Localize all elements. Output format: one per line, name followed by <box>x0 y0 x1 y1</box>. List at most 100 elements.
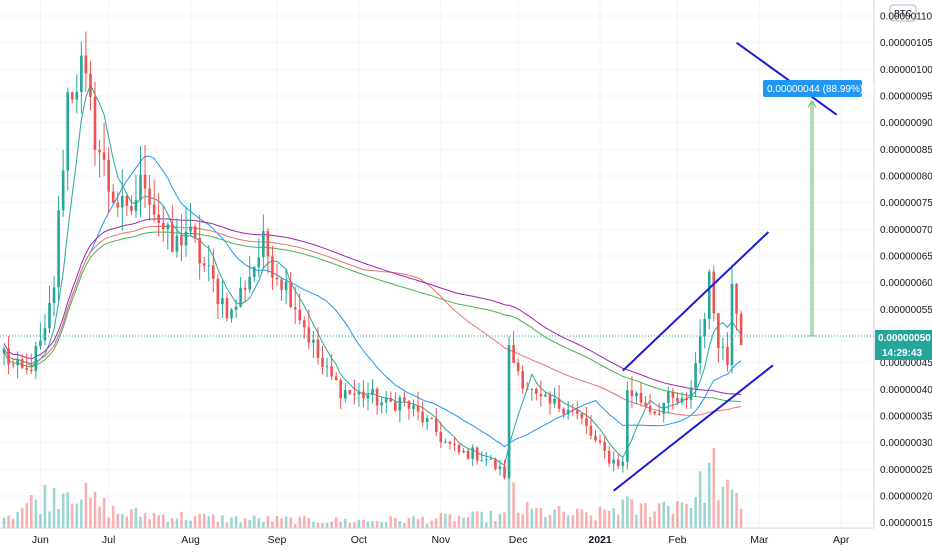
candle-body[interactable] <box>70 92 74 100</box>
candle-body[interactable] <box>503 466 506 478</box>
candle-body[interactable] <box>66 92 69 171</box>
candle-body[interactable] <box>585 418 588 426</box>
candle-body[interactable] <box>198 237 201 264</box>
candle-body[interactable] <box>580 413 584 419</box>
candle-body[interactable] <box>384 398 388 403</box>
candle-body[interactable] <box>84 55 88 74</box>
candle-body[interactable] <box>466 450 470 459</box>
candle-body[interactable] <box>644 402 647 406</box>
candle-body[interactable] <box>544 394 547 397</box>
candle-body[interactable] <box>380 402 383 406</box>
candle-body[interactable] <box>403 397 406 401</box>
candle-body[interactable] <box>667 391 670 403</box>
candle-body[interactable] <box>739 313 743 346</box>
candle-body[interactable] <box>348 390 352 394</box>
candle-body[interactable] <box>207 265 211 267</box>
candle-body[interactable] <box>34 346 38 372</box>
candle-body[interactable] <box>421 411 424 423</box>
candle-body[interactable] <box>357 391 361 395</box>
candle-body[interactable] <box>330 366 333 377</box>
candle-body[interactable] <box>562 408 565 415</box>
candle-body[interactable] <box>430 417 433 419</box>
candle-body[interactable] <box>494 458 497 469</box>
candle-body[interactable] <box>93 96 97 150</box>
candle-body[interactable] <box>489 458 493 460</box>
candle-body[interactable] <box>453 443 456 445</box>
candle-body[interactable] <box>717 313 720 348</box>
candle-body[interactable] <box>639 393 643 403</box>
candle-body[interactable] <box>576 410 579 414</box>
candle-body[interactable] <box>353 393 356 395</box>
candle-body[interactable] <box>480 460 484 462</box>
candle-body[interactable] <box>707 271 711 319</box>
candle-body[interactable] <box>148 188 151 205</box>
candle-body[interactable] <box>507 345 511 478</box>
candle-body[interactable] <box>262 231 265 258</box>
candle-body[interactable] <box>257 257 261 268</box>
candle-body[interactable] <box>184 231 188 246</box>
candle-body[interactable] <box>412 405 415 409</box>
candle-body[interactable] <box>20 359 24 368</box>
channel-lower-line[interactable] <box>613 364 774 492</box>
candle-body[interactable] <box>293 307 297 310</box>
candle-body[interactable] <box>735 283 738 314</box>
candle-body[interactable] <box>289 281 292 308</box>
candle-body[interactable] <box>371 388 374 395</box>
candle-body[interactable] <box>375 388 379 406</box>
candle-body[interactable] <box>252 267 256 277</box>
candle-body[interactable] <box>280 279 283 290</box>
candle-body[interactable] <box>243 287 247 290</box>
candle-body[interactable] <box>107 159 110 192</box>
candle-body[interactable] <box>189 226 192 232</box>
candle-body[interactable] <box>653 411 656 414</box>
candle-body[interactable] <box>111 191 115 203</box>
candle-body[interactable] <box>685 398 688 401</box>
candle-body[interactable] <box>30 369 33 372</box>
candle-body[interactable] <box>161 222 165 230</box>
candle-body[interactable] <box>612 459 615 464</box>
candle-body[interactable] <box>57 210 60 288</box>
candle-body[interactable] <box>307 327 311 343</box>
candle-body[interactable] <box>175 235 179 252</box>
candle-body[interactable] <box>298 309 302 321</box>
candle-body[interactable] <box>121 195 124 208</box>
candle-body[interactable] <box>303 320 306 328</box>
candle-body[interactable] <box>548 394 552 404</box>
candle-body[interactable] <box>152 204 156 215</box>
candle-body[interactable] <box>521 371 524 389</box>
candle-body[interactable] <box>334 376 338 381</box>
candle-body[interactable] <box>366 394 370 399</box>
candle-body[interactable] <box>89 73 92 97</box>
candle-body[interactable] <box>171 224 174 252</box>
candle-body[interactable] <box>694 363 697 388</box>
candle-body[interactable] <box>239 287 242 307</box>
channel-upper-line[interactable] <box>622 231 770 372</box>
candle-body[interactable] <box>607 450 611 464</box>
candle-body[interactable] <box>157 214 160 223</box>
candle-body[interactable] <box>598 440 602 443</box>
candle-body[interactable] <box>125 195 129 206</box>
candle-body[interactable] <box>444 441 447 443</box>
candle-body[interactable] <box>603 442 606 451</box>
candle-body[interactable] <box>553 398 556 404</box>
candle-body[interactable] <box>398 397 402 411</box>
candle-body[interactable] <box>130 205 133 211</box>
candle-body[interactable] <box>2 348 6 354</box>
candle-body[interactable] <box>635 393 638 397</box>
candle-body[interactable] <box>39 340 42 347</box>
candle-body[interactable] <box>512 345 515 363</box>
candle-body[interactable] <box>284 281 288 290</box>
candle-body[interactable] <box>416 405 420 412</box>
candle-body[interactable] <box>25 367 29 370</box>
candle-body[interactable] <box>52 287 56 304</box>
candle-body[interactable] <box>343 390 347 399</box>
candle-body[interactable] <box>698 336 702 364</box>
candle-body[interactable] <box>275 277 279 280</box>
measure-tool[interactable]: 0.00000044 (88.99%) 44 <box>763 80 878 337</box>
candle-body[interactable] <box>439 432 443 442</box>
candle-body[interactable] <box>516 362 520 372</box>
candle-body[interactable] <box>339 380 342 399</box>
candle-body[interactable] <box>212 265 215 279</box>
candle-body[interactable] <box>462 450 465 453</box>
